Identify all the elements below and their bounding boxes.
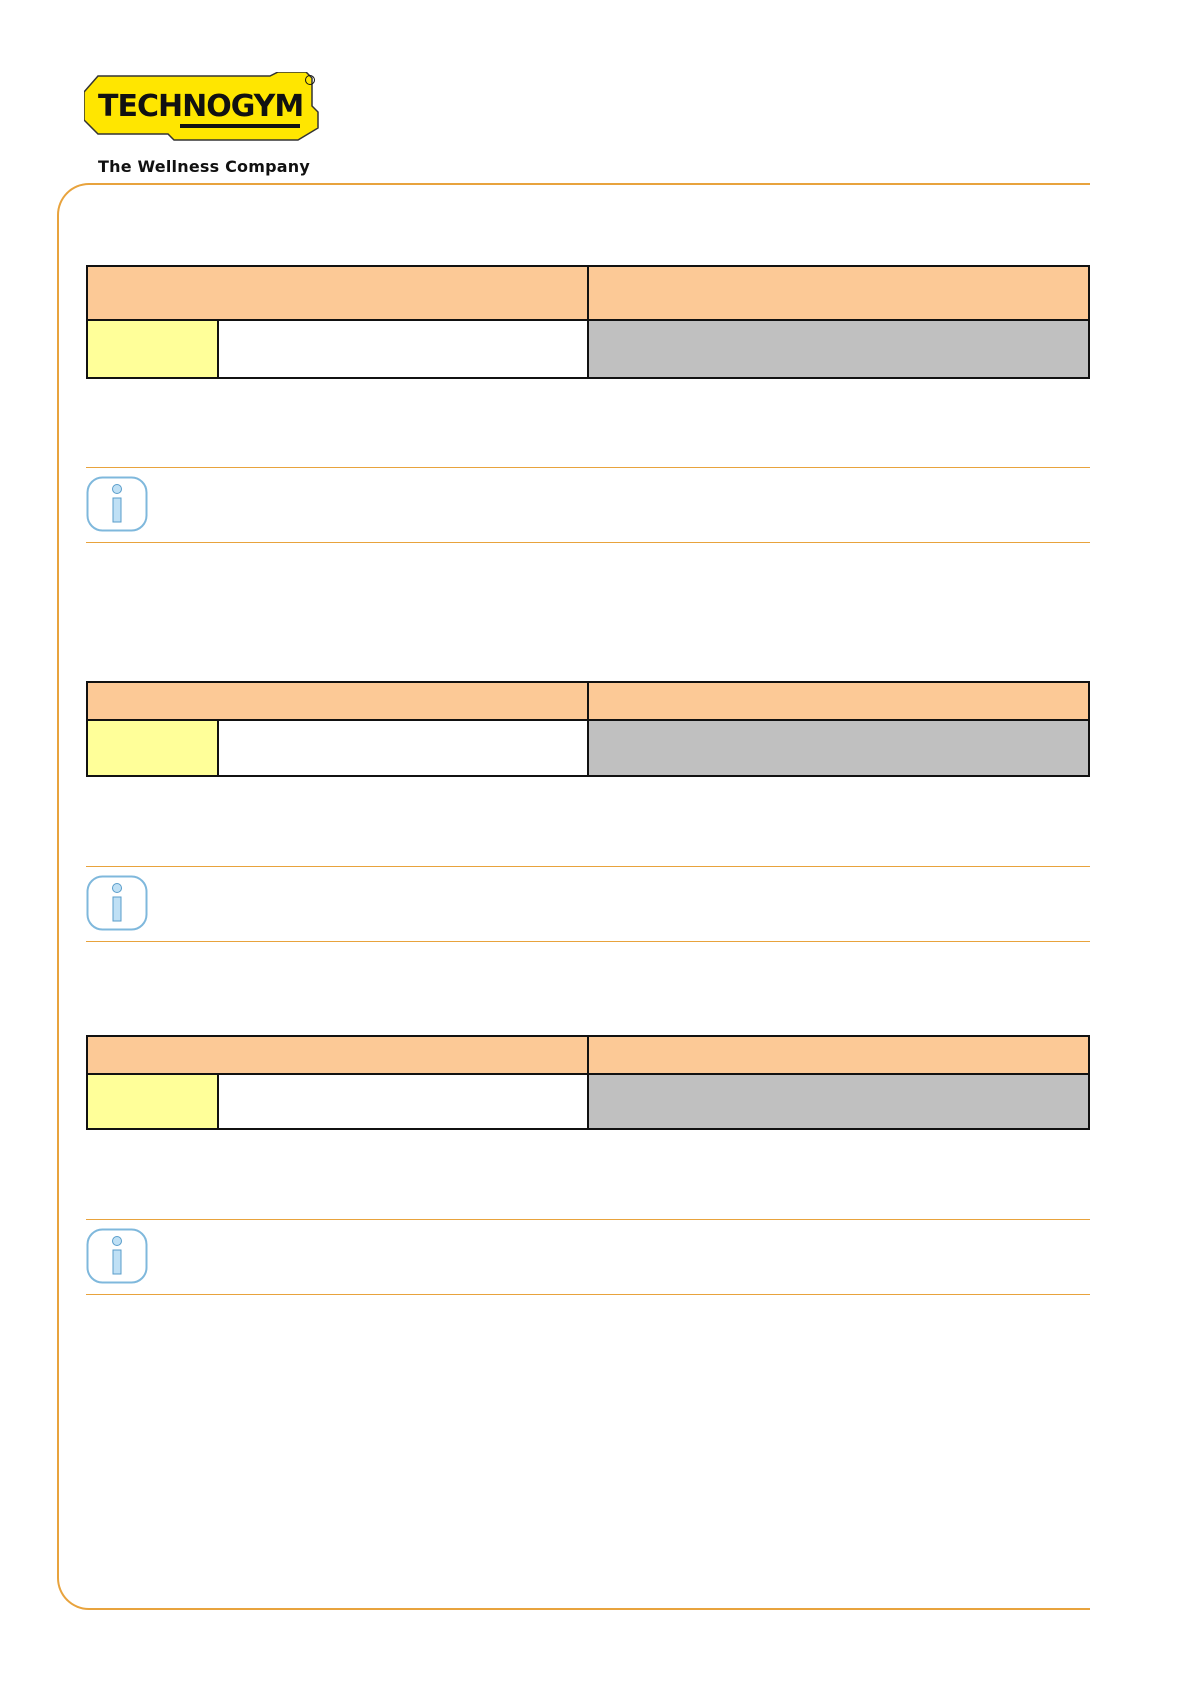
info-icon bbox=[86, 476, 148, 532]
technogym-logo: TECHNOGYM bbox=[84, 72, 319, 141]
info-note-2 bbox=[86, 866, 1090, 942]
table-cell-code bbox=[88, 721, 219, 775]
table-row bbox=[88, 719, 1088, 775]
table-header-cell bbox=[88, 267, 589, 319]
info-note-1 bbox=[86, 467, 1090, 543]
table-cell-code bbox=[88, 321, 219, 377]
spec-table-1 bbox=[86, 265, 1090, 379]
table-cell-description bbox=[219, 721, 589, 775]
table-header-row bbox=[88, 267, 1088, 319]
info-icon bbox=[86, 1228, 148, 1284]
table-cell-value bbox=[589, 321, 1088, 377]
table-cell-description bbox=[219, 321, 589, 377]
table-header-cell bbox=[589, 1037, 1088, 1073]
spec-table-2 bbox=[86, 681, 1090, 777]
table-header-cell bbox=[589, 683, 1088, 719]
table-cell-description bbox=[219, 1075, 589, 1128]
table-cell-value bbox=[589, 721, 1088, 775]
table-header-cell bbox=[589, 267, 1088, 319]
spec-table-3 bbox=[86, 1035, 1090, 1130]
svg-text:TECHNOGYM: TECHNOGYM bbox=[98, 89, 303, 124]
table-cell-value bbox=[589, 1075, 1088, 1128]
table-header-cell bbox=[88, 683, 589, 719]
table-header-row bbox=[88, 683, 1088, 719]
info-icon bbox=[86, 875, 148, 931]
page-frame bbox=[57, 183, 1090, 1610]
company-tagline: The Wellness Company bbox=[98, 157, 310, 176]
table-cell-code bbox=[88, 1075, 219, 1128]
info-note-3 bbox=[86, 1219, 1090, 1295]
table-row bbox=[88, 319, 1088, 377]
table-header-row bbox=[88, 1037, 1088, 1073]
table-header-cell bbox=[88, 1037, 589, 1073]
table-row bbox=[88, 1073, 1088, 1128]
